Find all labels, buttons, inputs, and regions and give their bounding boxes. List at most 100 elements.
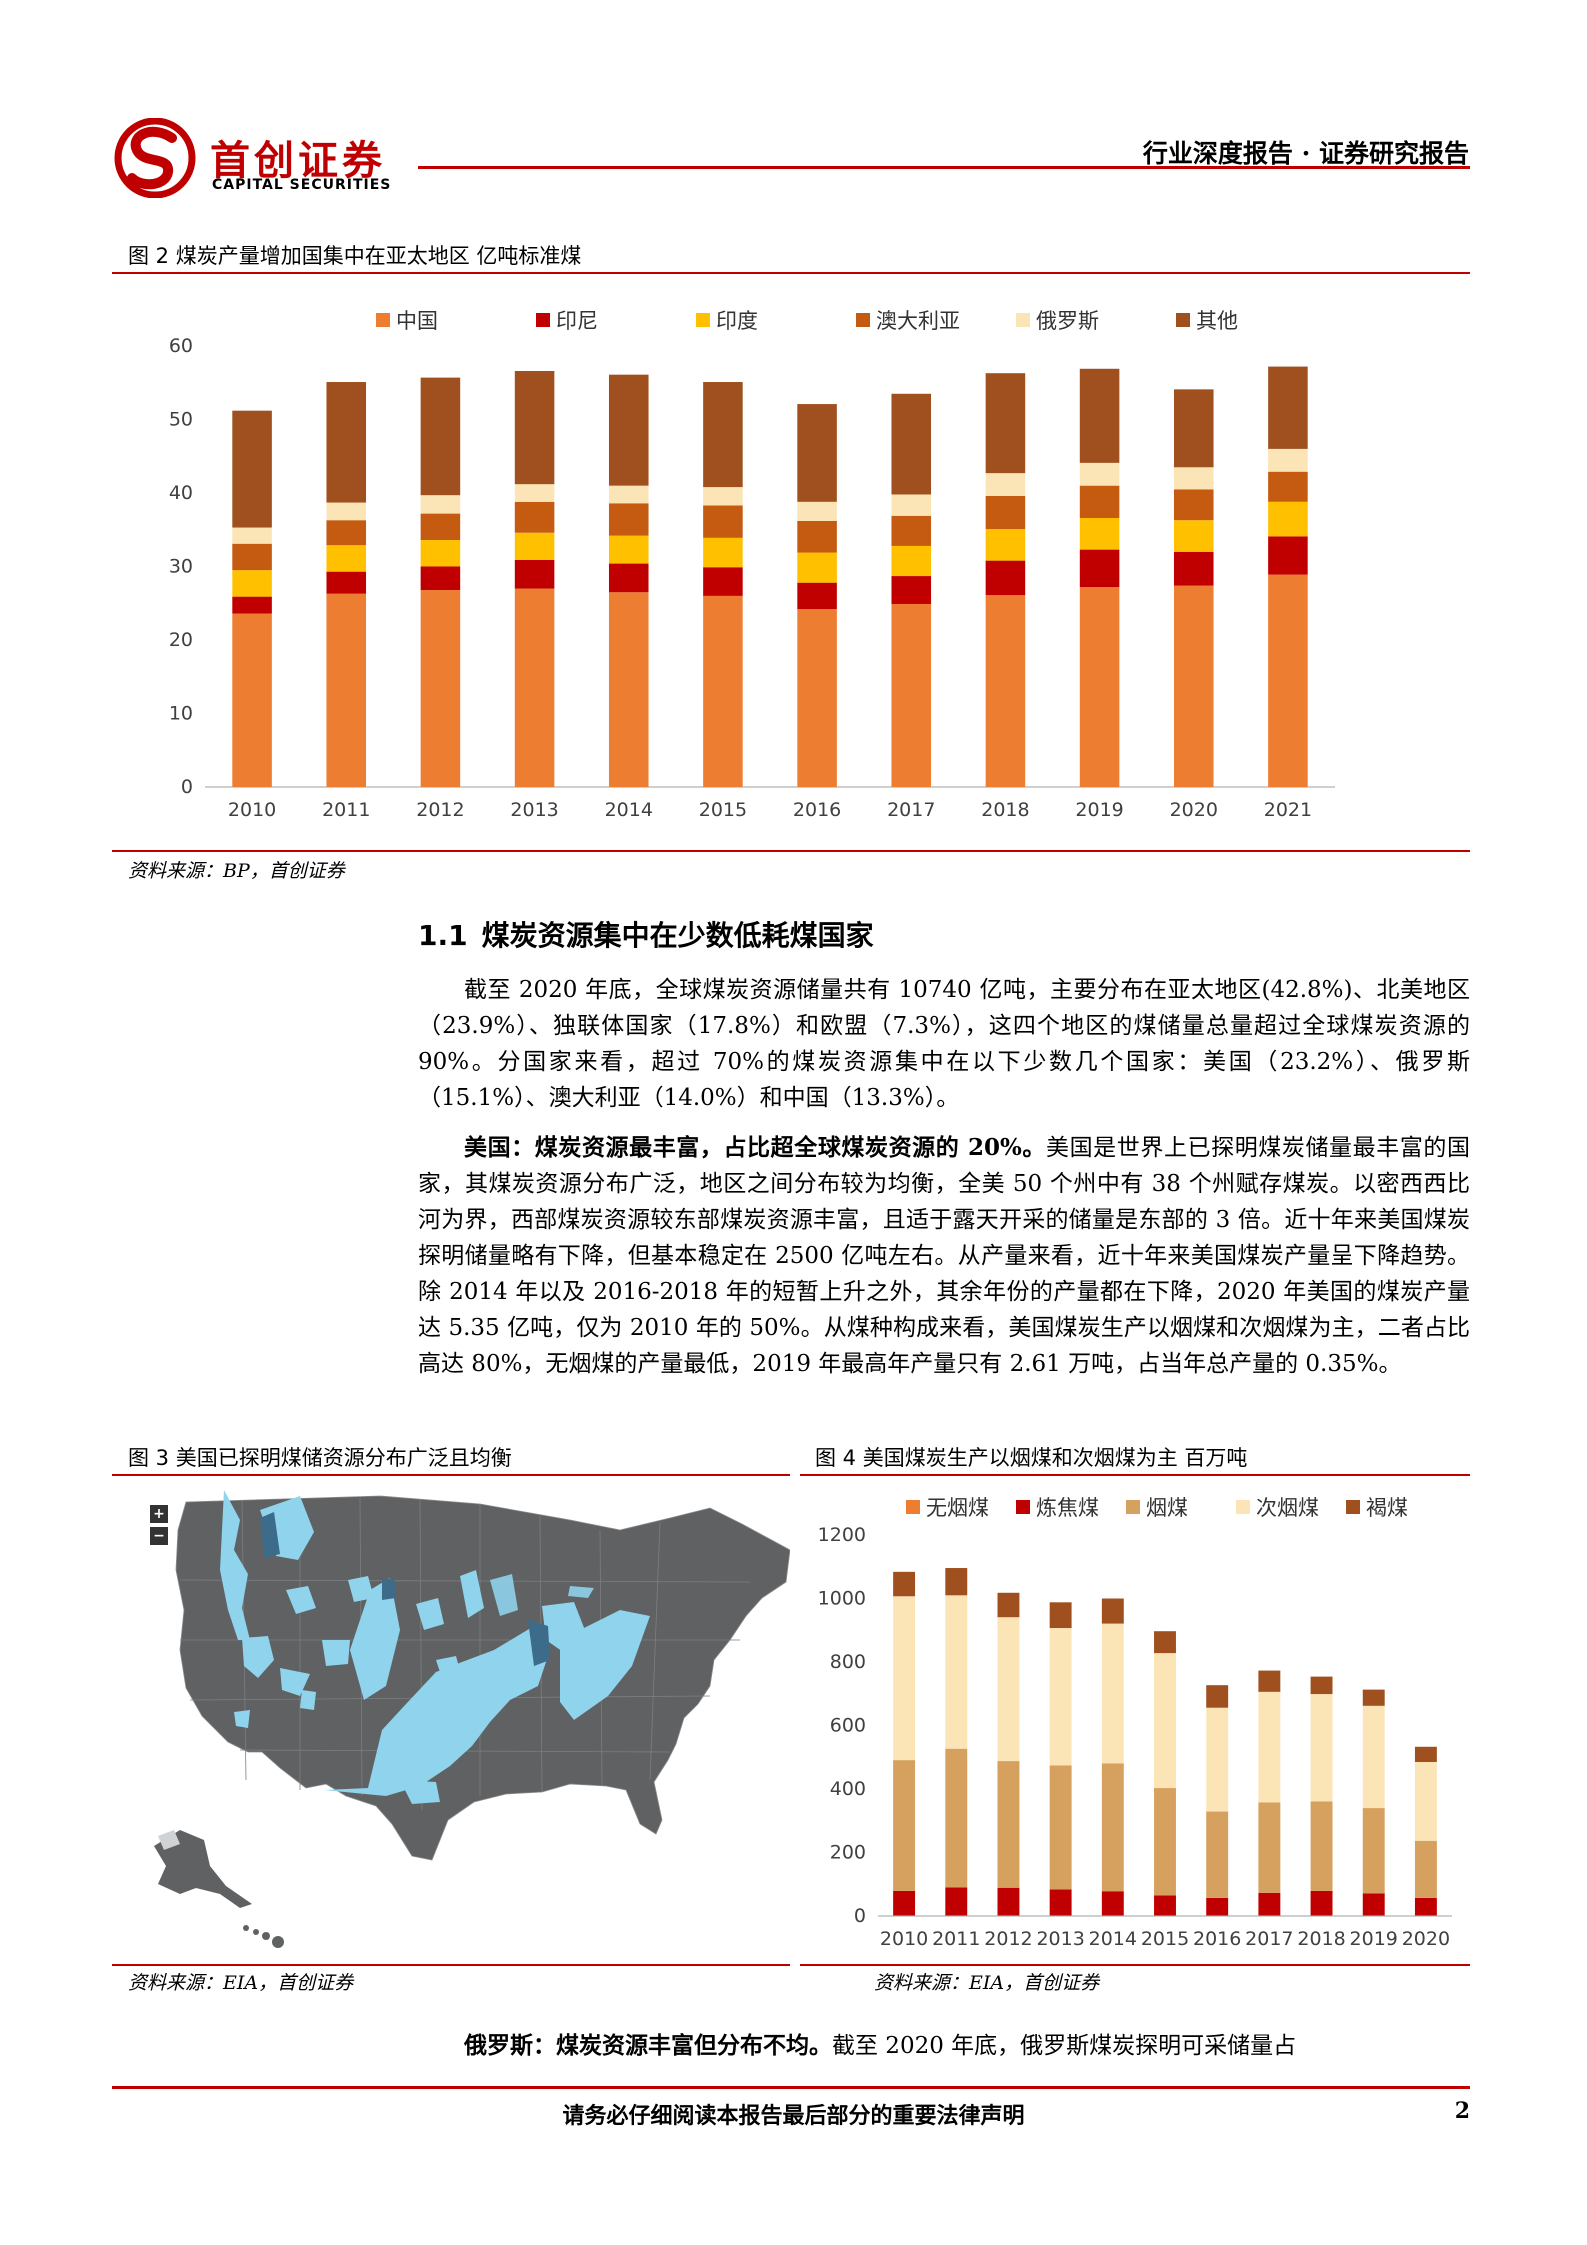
bar-segment — [891, 545, 932, 577]
legend-item: 烟煤 — [1126, 1492, 1236, 1522]
bar-segment — [1173, 585, 1214, 787]
bar-segment — [608, 503, 649, 536]
y-tick-label: 800 — [830, 1651, 866, 1673]
paragraph-usa-text: 美国是世界上已探明煤炭储量最丰富的国家，其煤炭资源分布广泛，地区之间分布较为均衡… — [418, 1135, 1471, 1377]
bar-segment — [1154, 1788, 1176, 1896]
legend-item: 俄罗斯 — [1016, 305, 1176, 335]
legend-swatch — [536, 313, 550, 327]
bar-segment — [797, 582, 837, 610]
x-tick-label: 2016 — [793, 799, 841, 821]
bar-segment — [514, 532, 555, 560]
legend-label: 俄罗斯 — [1036, 309, 1099, 333]
legend-swatch — [1126, 1500, 1140, 1514]
bar-segment — [945, 1595, 968, 1749]
bar-segment — [945, 1915, 968, 1916]
legend-swatch — [1236, 1500, 1250, 1514]
header-divider — [418, 166, 1470, 169]
map-zoom-out-button[interactable]: − — [150, 1527, 168, 1545]
x-tick-label: 2016 — [1193, 1928, 1241, 1950]
bar-segment — [703, 567, 743, 596]
bar-segment — [420, 513, 461, 541]
bar-segment — [608, 563, 649, 593]
x-tick-label: 2017 — [1245, 1928, 1293, 1950]
x-tick-label: 2020 — [1402, 1928, 1450, 1950]
figure2-source: 资料来源：BP，首创证券 — [128, 860, 345, 882]
legend-item: 无烟煤 — [906, 1492, 1016, 1522]
map-zoom-in-button[interactable]: + — [150, 1505, 168, 1523]
legend-swatch — [906, 1500, 920, 1514]
legend-item: 澳大利亚 — [856, 305, 1016, 335]
y-tick-label: 30 — [169, 556, 193, 578]
y-tick-label: 600 — [830, 1715, 866, 1737]
bar-segment — [232, 613, 272, 787]
footer-divider — [112, 2086, 1470, 2089]
bar-segment — [797, 609, 837, 787]
bar-segment — [797, 404, 837, 502]
bar-segment — [1173, 520, 1214, 552]
bar-segment — [1310, 1801, 1333, 1891]
bar-segment — [1268, 501, 1308, 537]
legend-item: 印尼 — [536, 305, 696, 335]
bar-segment — [1154, 1653, 1176, 1789]
bar-segment — [1310, 1676, 1333, 1695]
bar-segment — [1310, 1915, 1333, 1916]
x-tick-label: 2014 — [1089, 1928, 1137, 1950]
bar-segment — [1268, 448, 1308, 472]
bar-segment — [1268, 574, 1308, 787]
bar-segment — [997, 1887, 1020, 1916]
legend-swatch — [376, 313, 390, 327]
legend-item: 其他 — [1176, 305, 1336, 335]
bar-segment — [1414, 1762, 1437, 1841]
us-coal-map — [154, 1490, 790, 1948]
bar-segment — [1268, 366, 1308, 449]
figure3-caption: 图 3 美国已探明煤储资源分布广泛且均衡 — [128, 1446, 512, 1470]
bar-segment — [1173, 467, 1214, 490]
paragraph-text: 截至 2020 年底，全球煤炭资源储量共有 10740 亿吨，主要分布在亚太地区… — [418, 977, 1470, 1111]
bar-segment — [985, 529, 1026, 561]
bar-segment — [703, 487, 743, 506]
bar-segment — [703, 537, 743, 568]
bar-segment — [1268, 471, 1308, 502]
bar-segment — [703, 382, 743, 488]
legend-label: 澳大利亚 — [876, 309, 960, 333]
y-tick-label: 40 — [169, 482, 193, 504]
bar-segment — [232, 596, 272, 614]
bar-segment — [326, 545, 367, 572]
figure4-legend: 无烟煤 炼焦煤 烟煤 次烟煤 褐煤 — [906, 1492, 1456, 1522]
logo-subtext: CAPITAL SECURITIES — [212, 177, 392, 193]
bar-segment — [1362, 1915, 1385, 1916]
logo-icon — [114, 118, 196, 198]
paragraph-russia-text: 截至 2020 年底，俄罗斯煤炭探明可采储量占 — [832, 2033, 1297, 2059]
y-tick-label: 0 — [854, 1905, 866, 1927]
bar-segment — [1049, 1628, 1072, 1766]
bar-segment — [1258, 1892, 1281, 1916]
legend-label: 印尼 — [556, 309, 598, 333]
x-tick-label: 2015 — [1141, 1928, 1189, 1950]
figure4-caption: 图 4 美国煤炭生产以烟煤和次烟煤为主 百万吨 — [815, 1446, 1248, 1470]
paragraph-global-reserves: 截至 2020 年底，全球煤炭资源储量共有 10740 亿吨，主要分布在亚太地区… — [418, 972, 1470, 1116]
bar-segment — [608, 374, 649, 486]
bar-segment — [1206, 1897, 1229, 1916]
coal-basins-dark — [260, 1512, 550, 1666]
bar-segment — [514, 588, 555, 787]
x-tick-label: 2013 — [1036, 1928, 1084, 1950]
legend-label: 印度 — [716, 309, 758, 333]
x-tick-label: 2013 — [510, 799, 558, 821]
figure2-chart: 0 10 20 30 40 50 60 2010 2011 2012 2013 2014 2015 201… — [169, 335, 1335, 821]
bar-segment — [1173, 551, 1214, 586]
bar-segment — [1079, 368, 1120, 463]
section-number: 1.1 — [418, 919, 468, 952]
legend-swatch — [1346, 1500, 1360, 1514]
bar-segment — [1362, 1893, 1385, 1916]
bar-segment — [1101, 1598, 1124, 1624]
legend-swatch — [856, 313, 870, 327]
bar-segment — [1268, 536, 1308, 575]
bar-segment — [608, 592, 649, 787]
section-title: 煤炭资源集中在少数低耗煤国家 — [481, 919, 874, 952]
bar-segment — [1414, 1897, 1437, 1916]
y-tick-label: 1000 — [818, 1588, 866, 1610]
bar-segment — [1173, 489, 1214, 521]
legend-swatch — [696, 313, 710, 327]
bar-segment — [893, 1915, 916, 1916]
bar-segment — [514, 501, 555, 533]
